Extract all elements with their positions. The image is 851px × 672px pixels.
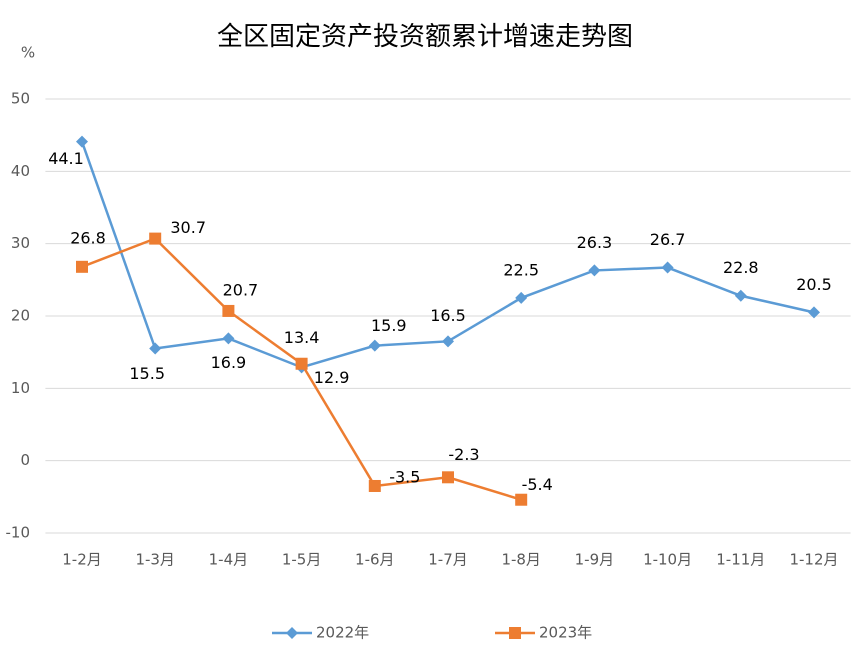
marker xyxy=(368,479,381,492)
marker xyxy=(442,471,454,484)
y-tick-label: 30 xyxy=(11,234,30,252)
data-label: 20.5 xyxy=(796,275,832,294)
legend-label: 2022年 xyxy=(316,624,369,642)
y-tick-label: 40 xyxy=(11,162,30,180)
marker xyxy=(295,357,308,370)
data-label: 26.3 xyxy=(577,233,613,252)
data-label: 15.5 xyxy=(129,364,165,383)
y-tick-label: 0 xyxy=(20,451,30,469)
data-label: 44.1 xyxy=(48,149,84,168)
data-label: 15.9 xyxy=(371,316,407,335)
y-tick-label: 20 xyxy=(11,307,30,325)
data-label: 30.7 xyxy=(170,218,206,237)
data-label: 26.8 xyxy=(70,228,106,247)
x-tick-label: 1-9月 xyxy=(575,551,615,569)
marker xyxy=(286,627,298,639)
marker xyxy=(76,135,88,148)
x-tick-label: 1-6月 xyxy=(355,551,395,569)
x-tick-label: 1-3月 xyxy=(135,551,175,569)
marker xyxy=(222,304,235,317)
marker xyxy=(661,261,674,274)
series-line xyxy=(80,141,815,369)
x-tick-label: 1-8月 xyxy=(501,551,541,569)
marker xyxy=(76,260,88,273)
data-label: 13.4 xyxy=(284,328,320,347)
x-tick-label: 1-2月 xyxy=(62,551,102,569)
marker xyxy=(515,291,528,304)
y-tick-label: 10 xyxy=(11,379,30,397)
data-label: 16.5 xyxy=(430,306,466,325)
y-tick-label: -10 xyxy=(6,524,31,542)
x-tick-label: 1-11月 xyxy=(716,551,765,569)
x-tick-label: 1-7月 xyxy=(428,551,468,569)
marker xyxy=(149,342,162,355)
x-tick-label: 1-4月 xyxy=(209,551,249,569)
marker xyxy=(588,264,601,277)
data-label: -3.5 xyxy=(389,467,420,486)
chart-title: 全区固定资产投资额累计增速走势图 xyxy=(217,22,633,52)
x-tick-label: 1-12月 xyxy=(789,551,838,569)
data-label: 26.7 xyxy=(650,230,686,249)
marker xyxy=(734,289,747,302)
x-tick-label: 1-5月 xyxy=(282,551,322,569)
marker xyxy=(442,335,454,348)
marker xyxy=(222,332,235,345)
y-unit: % xyxy=(21,44,35,62)
legend-label: 2023年 xyxy=(539,624,592,642)
data-label: 12.9 xyxy=(314,368,350,387)
data-label: -5.4 xyxy=(522,475,553,494)
marker xyxy=(149,232,162,245)
data-label: 22.8 xyxy=(723,258,759,277)
marker xyxy=(368,339,381,352)
data-label: -2.3 xyxy=(448,445,479,464)
data-label: 22.5 xyxy=(503,260,539,279)
data-label: 16.9 xyxy=(211,353,247,372)
marker xyxy=(509,627,521,639)
x-tick-label: 1-10月 xyxy=(643,551,692,569)
marker xyxy=(808,306,820,319)
data-label: 20.7 xyxy=(223,280,259,299)
marker xyxy=(515,493,528,506)
y-tick-label: 50 xyxy=(11,90,30,108)
